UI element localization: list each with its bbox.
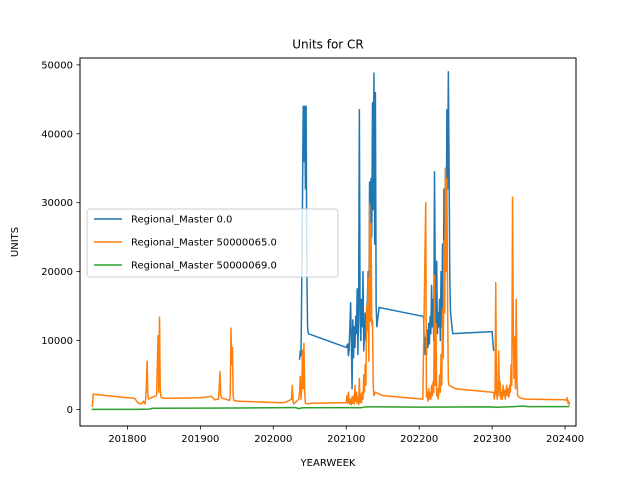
x-axis: 201800 201900 202000 202100 202200 202300 2024… <box>108 426 584 445</box>
y-axis-label: UNITS <box>10 227 21 257</box>
x-tick-label: 202100 <box>327 434 365 445</box>
series-line-2 <box>91 405 570 411</box>
x-tick-label: 202000 <box>254 434 292 445</box>
series-layer <box>91 71 571 411</box>
y-tick-label: 50000 <box>41 60 73 71</box>
chart-title: Units for CR <box>292 38 364 52</box>
x-tick-label: 202200 <box>400 434 438 445</box>
y-tick-label: 20000 <box>41 267 73 278</box>
x-tick-label: 202300 <box>473 434 511 445</box>
y-tick-label: 40000 <box>41 129 73 140</box>
x-tick-label: 201800 <box>108 434 146 445</box>
plot-frame <box>79 57 577 427</box>
y-axis: 0 10000 20000 30000 40000 50000 <box>41 60 80 416</box>
plot-area <box>79 57 577 427</box>
legend-box <box>86 208 339 278</box>
x-tick-label: 202400 <box>546 434 584 445</box>
legend-label-1: Regional_Master 50000065.0 <box>131 238 277 249</box>
y-tick-label: 30000 <box>41 198 73 209</box>
series-line-0 <box>298 71 495 390</box>
legend: Regional_Master 0.0 Regional_Master 50000… <box>86 208 339 278</box>
legend-label-0: Regional_Master 0.0 <box>131 215 232 226</box>
series-line-1 <box>91 167 571 408</box>
y-tick-label: 10000 <box>41 336 73 347</box>
y-tick-label: 0 <box>67 405 73 416</box>
x-axis-label: YEARWEEK <box>300 458 356 469</box>
x-tick-label: 201900 <box>181 434 219 445</box>
legend-label-2: Regional_Master 50000069.0 <box>131 261 277 272</box>
